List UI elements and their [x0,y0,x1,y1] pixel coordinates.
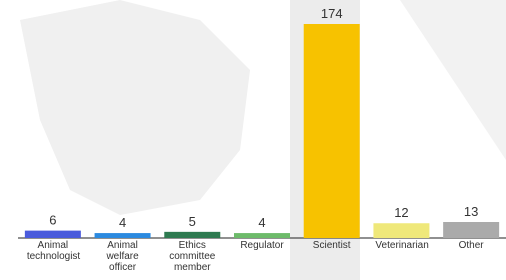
bar [304,24,360,238]
chart-canvas: 6 4 5 4 174 12 13 [0,0,506,280]
x-tick-label: Animal technologist [27,240,79,262]
bar [373,223,429,238]
value-label: 4 [119,215,126,230]
value-label: 13 [464,204,478,219]
value-label: 5 [189,214,196,229]
x-tick-label: Animal welfare officer [97,240,149,273]
x-tick-label: Scientist [306,240,358,251]
value-label: 6 [49,213,56,228]
bar [95,233,151,238]
bg-shape [400,0,506,160]
bar [164,232,220,238]
value-label: 4 [258,215,265,230]
bg-shape [20,0,250,215]
x-tick-label: Ethics committee member [166,240,218,273]
bar [234,233,290,238]
value-label: 12 [394,205,408,220]
bar [443,222,499,238]
value-label: 174 [321,6,343,21]
x-tick-label: Other [445,240,497,251]
chart: 6 4 5 4 174 12 13 Animal technologist Animal we… [0,0,506,280]
x-tick-label: Regulator [236,240,288,251]
bar [25,231,81,238]
x-tick-label: Veterinarian [375,240,427,251]
